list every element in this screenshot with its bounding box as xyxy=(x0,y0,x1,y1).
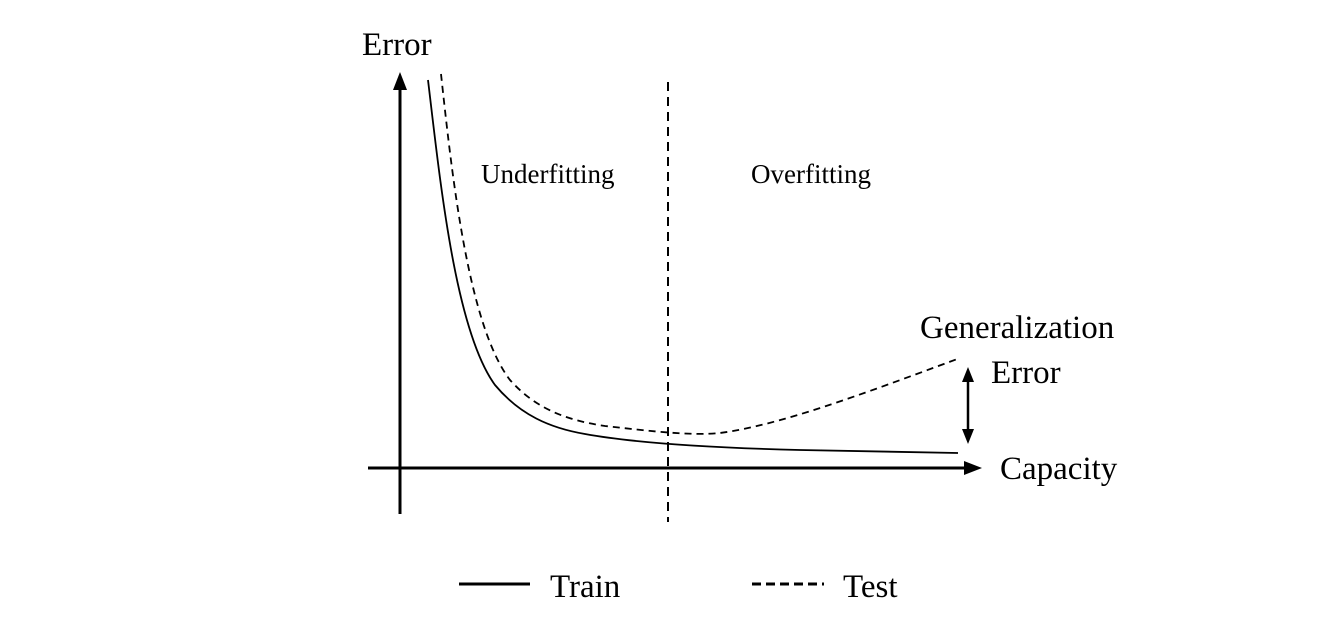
underfitting-label: Underfitting xyxy=(481,159,614,189)
legend-train-label: Train xyxy=(550,569,620,605)
train-curve xyxy=(427,79,959,454)
generalization-error-label-line2: Error xyxy=(991,355,1061,391)
y-axis-label: Error xyxy=(362,27,432,63)
legend-test-label: Test xyxy=(843,569,898,605)
overfitting-label: Overfitting xyxy=(751,159,871,189)
gap-arrow-top-head xyxy=(962,367,974,382)
legend: Train Test xyxy=(459,569,898,605)
test-curve xyxy=(440,73,961,435)
gap-arrow-bottom-head xyxy=(962,429,974,444)
generalization-error-label-line1: Generalization xyxy=(920,310,1114,346)
y-axis-arrowhead xyxy=(393,72,407,90)
x-axis-label: Capacity xyxy=(1000,451,1118,487)
x-axis-arrowhead xyxy=(964,461,982,475)
